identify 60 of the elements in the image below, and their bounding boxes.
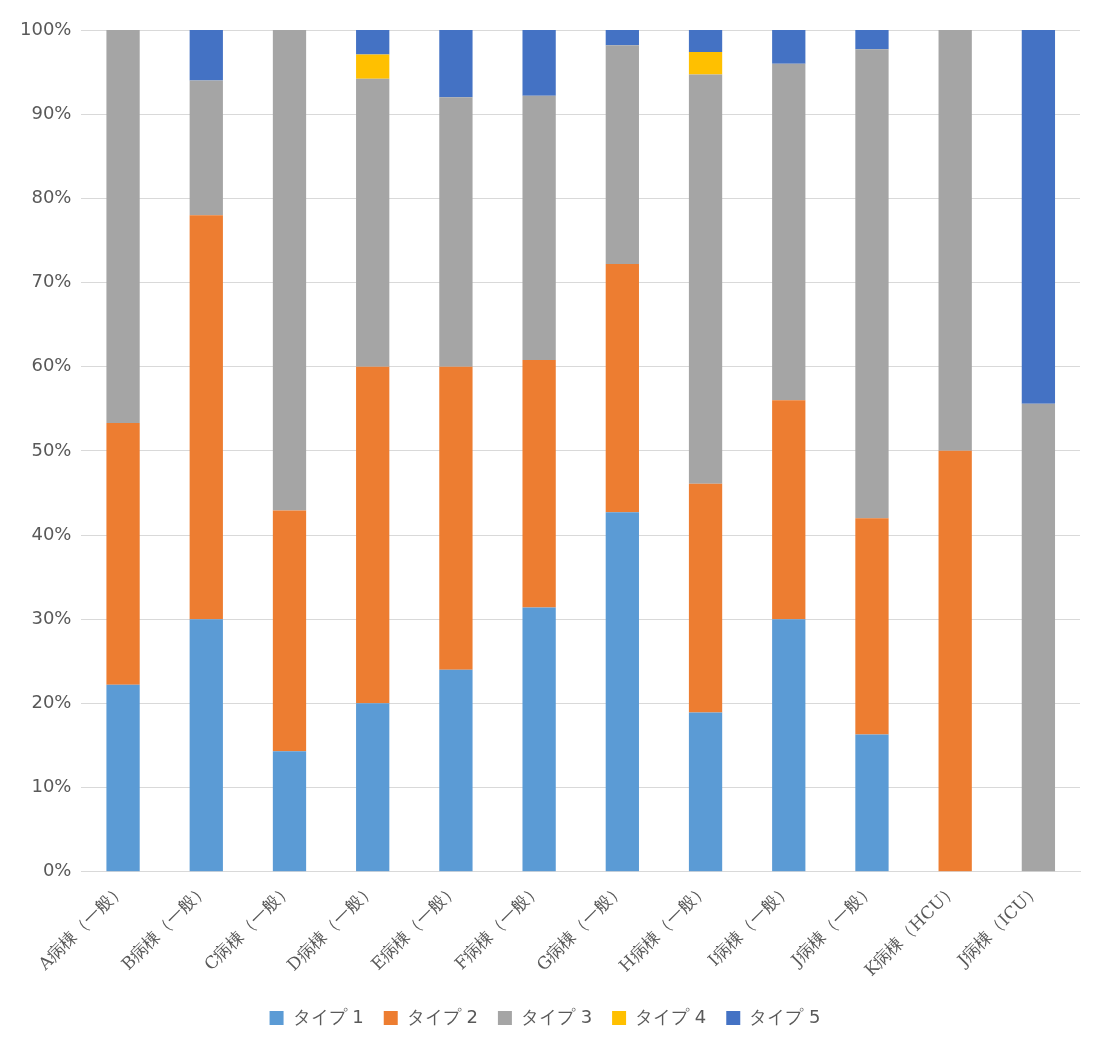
bar [439,30,473,98]
bar [855,30,889,50]
bar [522,607,556,872]
y-tick-label: 70% [31,270,72,292]
bar [189,619,223,872]
legend-label: タイプ 4 [635,1005,707,1027]
bar [688,74,723,484]
bar [356,78,390,367]
bar [106,423,140,685]
bar [772,30,806,64]
bar [1021,403,1056,872]
bar [772,400,806,620]
bar [772,63,806,401]
bar [688,30,723,52]
legend-label: タイプ 3 [520,1005,593,1027]
bar [356,703,390,872]
bar [439,97,473,367]
y-tick-label: 30% [31,606,72,628]
bar [272,30,307,511]
bar [189,80,223,216]
bar [605,30,639,46]
y-tick-label: 50% [31,438,72,460]
legend-label: タイプ 1 [292,1005,364,1027]
bar [522,30,556,96]
bar [1021,30,1056,404]
bar [605,45,639,264]
bar [522,95,556,360]
legend-label: タイプ 5 [749,1005,821,1027]
y-tick-label: 80% [31,186,72,208]
bar [356,30,390,55]
y-tick-label: 40% [31,522,72,544]
bar [688,483,723,713]
bar [272,510,307,752]
bar [688,712,723,872]
y-tick-label: 0% [42,859,72,881]
bar [855,518,889,735]
bar [106,30,140,424]
bar [272,751,307,872]
bar [605,512,639,872]
y-tick-label: 10% [31,775,72,797]
bar [605,263,639,513]
bar [938,450,972,872]
bar [106,684,140,872]
bar [938,30,972,451]
bar [855,49,889,519]
y-tick-label: 90% [31,101,72,123]
bar [189,30,223,81]
y-tick-label: 20% [31,691,72,713]
y-tick-label: 100% [19,17,72,39]
bar [189,215,223,620]
bar [439,669,473,872]
bar [855,734,889,872]
bar [522,359,556,608]
bar [356,366,390,704]
legend-label: タイプ 2 [406,1005,478,1027]
bar [439,366,473,670]
bar [772,619,806,872]
bar [356,54,390,79]
y-tick-label: 60% [31,354,72,376]
bar [688,51,723,75]
